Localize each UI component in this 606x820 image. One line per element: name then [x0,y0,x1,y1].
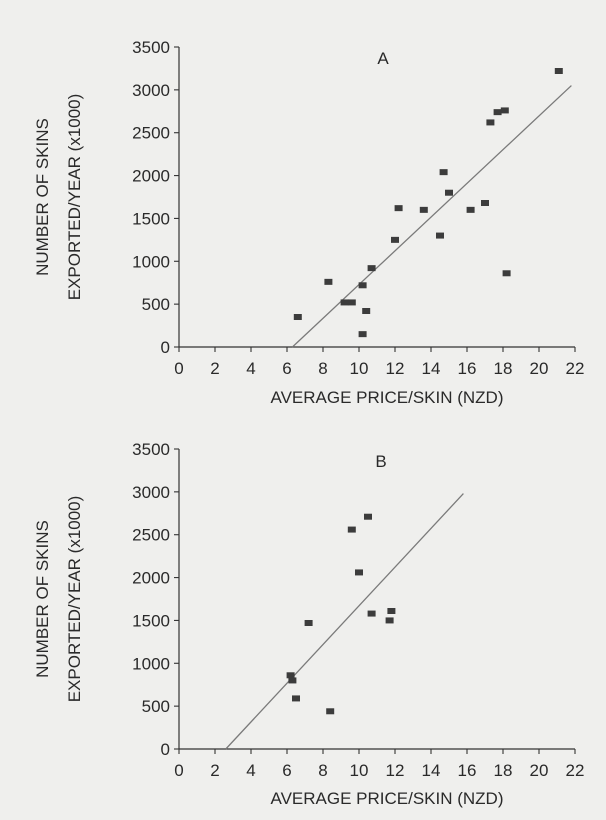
y-tick-label: 3500 [132,440,170,459]
data-point [481,200,489,206]
x-tick-label: 0 [174,359,183,378]
y-tick-label: 500 [142,697,170,716]
x-tick-label: 8 [318,359,327,378]
y-axis-title-line-1: NUMBER OF SKINS [33,520,52,678]
x-tick-label: 0 [174,761,183,780]
data-point [347,526,356,533]
y-tick-label: 2000 [132,167,170,186]
data-point [439,169,448,176]
data-point [466,206,475,213]
x-tick-label: 18 [494,761,513,780]
data-point [445,189,453,196]
data-point [355,569,363,576]
data-point [500,107,509,114]
x-tick-label: 14 [422,761,441,780]
x-tick-label: 22 [566,359,585,378]
x-tick-label: 2 [210,359,219,378]
data-point [347,299,356,306]
data-point [493,109,502,116]
y-tick-label: 500 [142,295,170,314]
y-tick-label: 2000 [132,569,170,588]
y-axis-title-line-2: EXPORTED/YEAR (x1000) [65,94,84,301]
x-tick-label: 22 [566,761,585,780]
x-axis-title: AVERAGE PRICE/SKIN (NZD) [271,388,504,407]
x-tick-label: 2 [210,761,219,780]
chart-panel-a: 0 500 1000 1500 2000 2500 3000 3500 0 2 4 6 8 10 12 14 1… [33,38,584,407]
x-tick-label: 16 [458,359,477,378]
data-point [288,677,297,684]
data-point [436,232,444,239]
trend-line [291,85,572,348]
x-tick-label: 10 [350,359,369,378]
x-tick-label: 20 [530,761,549,780]
data-point [394,205,403,212]
y-tick-label: 3000 [132,483,170,502]
y-tick-label: 3500 [132,38,170,57]
data-point [387,608,396,614]
y-tick-label: 1000 [132,654,170,673]
data-point [324,278,333,285]
y-axis-title-line-1: NUMBER OF SKINS [33,118,52,276]
x-tick-label: 6 [282,359,291,378]
data-point [502,270,511,277]
chart-panel-b: 0 500 1000 1500 2000 2500 3000 3500 0 2 4 6 8 10 12 14 1… [33,440,584,808]
x-tick-label: 14 [422,359,441,378]
data-point [358,331,367,338]
data-point [362,308,371,314]
x-tick-label: 4 [246,359,255,378]
x-axis-title: AVERAGE PRICE/SKIN (NZD) [271,789,504,808]
x-tick-label: 16 [458,761,477,780]
data-point [419,206,428,213]
data-point [358,282,367,289]
data-point [391,236,399,243]
y-tick-label: 3000 [132,81,170,100]
data-point [486,119,495,126]
x-tick-label: 20 [530,359,549,378]
data-point [286,672,295,679]
data-point [326,708,335,715]
y-axis-title-line-2: EXPORTED/YEAR (x1000) [65,496,84,703]
data-point [364,513,372,520]
x-tick-label: 10 [350,761,369,780]
data-point [340,299,349,306]
y-tick-label: 1500 [132,611,170,630]
x-tick-label: 6 [282,761,291,780]
data-point [385,617,394,624]
data-point [367,265,376,272]
x-tick-label: 18 [494,359,513,378]
panel-label: A [377,49,389,68]
y-tick-label: 0 [161,338,170,357]
y-tick-label: 2500 [132,526,170,545]
x-tick-label: 4 [246,761,255,780]
data-point [293,314,302,320]
data-point [292,695,300,702]
y-tick-label: 1500 [132,209,170,228]
y-tick-label: 1000 [132,252,170,271]
x-tick-label: 12 [386,359,405,378]
data-point [367,610,376,617]
data-point [554,68,563,74]
data-point [304,620,313,626]
trend-line [225,493,464,750]
y-tick-label: 0 [161,740,170,759]
x-tick-label: 8 [318,761,327,780]
x-tick-label: 12 [386,761,405,780]
y-tick-label: 2500 [132,124,170,143]
panel-label: B [375,452,386,471]
